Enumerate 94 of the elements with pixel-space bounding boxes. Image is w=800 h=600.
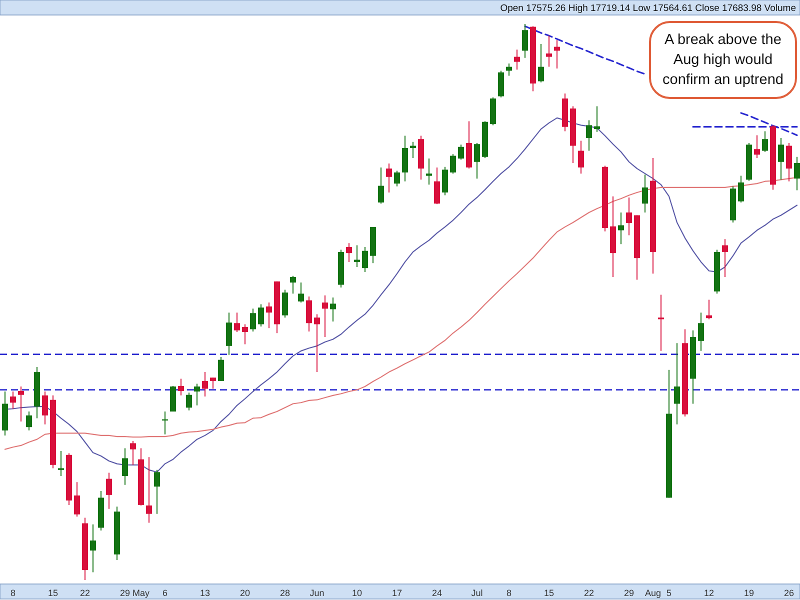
x-tick-label: Aug bbox=[644, 588, 662, 598]
candlestick bbox=[154, 469, 160, 514]
x-tick-label: 12 bbox=[704, 588, 714, 598]
candlestick bbox=[266, 302, 272, 329]
candlestick bbox=[626, 196, 632, 236]
candlestick bbox=[26, 411, 32, 431]
candlestick bbox=[506, 62, 512, 76]
candlestick bbox=[642, 174, 648, 213]
x-tick-label: 17 bbox=[392, 588, 402, 598]
candlestick bbox=[538, 44, 544, 83]
candlestick bbox=[794, 156, 800, 191]
speech-bubble: A break above the Aug high would confirm an uptrend bbox=[649, 21, 797, 99]
candlestick bbox=[394, 170, 400, 187]
candlestick bbox=[42, 391, 48, 425]
candlestick bbox=[706, 299, 712, 320]
x-tick-label: 13 bbox=[200, 588, 210, 598]
candlestick bbox=[378, 166, 384, 204]
x-tick-label: Jul bbox=[471, 588, 483, 598]
candlestick bbox=[250, 308, 256, 332]
x-tick-label: 10 bbox=[352, 588, 362, 598]
candlestick bbox=[130, 440, 136, 466]
candlestick bbox=[58, 450, 64, 477]
candlestick bbox=[218, 356, 224, 382]
x-tick-label: 24 bbox=[432, 588, 442, 598]
candlestick bbox=[10, 391, 16, 410]
candlestick bbox=[202, 372, 208, 398]
candlestick bbox=[498, 70, 504, 98]
candlestick bbox=[674, 342, 680, 425]
candlestick bbox=[258, 304, 264, 327]
candlestick bbox=[738, 175, 744, 203]
x-tick-label: May bbox=[132, 588, 150, 598]
candlestick bbox=[578, 140, 584, 174]
candlestick bbox=[514, 49, 520, 70]
x-tick-label: 8 bbox=[506, 588, 512, 598]
candlestick bbox=[618, 212, 624, 245]
x-tick-label: Jun bbox=[310, 588, 324, 598]
candlestick bbox=[330, 297, 336, 322]
x-tick-label: 22 bbox=[584, 588, 594, 598]
candlestick bbox=[314, 314, 320, 373]
candlestick bbox=[386, 163, 392, 193]
candlestick bbox=[434, 166, 440, 205]
candlestick bbox=[346, 242, 352, 262]
candlestick bbox=[194, 383, 200, 406]
candlestick bbox=[242, 324, 248, 345]
candlestick bbox=[282, 289, 288, 318]
x-tick-label: 20 bbox=[240, 588, 250, 598]
candlestick bbox=[658, 294, 664, 352]
candlestick bbox=[186, 392, 192, 411]
candlestick bbox=[450, 154, 456, 174]
x-tick-label: 8 bbox=[10, 588, 16, 598]
candlestick bbox=[522, 24, 528, 58]
x-tick-label: 15 bbox=[48, 588, 58, 598]
x-tick-label: 22 bbox=[80, 588, 90, 598]
candlestick bbox=[594, 106, 600, 132]
text: Open 17575.26 High 17719.14 Low 17564.61 Close 17683.98 Volume bbox=[500, 3, 796, 14]
x-tick-label: 29 bbox=[120, 588, 130, 598]
x-tick-label: 5 bbox=[666, 588, 672, 598]
candlestick bbox=[474, 142, 480, 180]
x-tick-label: 28 bbox=[280, 588, 290, 598]
candlestick bbox=[786, 142, 792, 182]
candlestick bbox=[778, 137, 784, 180]
candlestick bbox=[546, 35, 552, 68]
x-tick-label: 15 bbox=[544, 588, 554, 598]
candlestick bbox=[226, 312, 232, 356]
candlestick bbox=[458, 144, 464, 160]
candlestick bbox=[234, 312, 240, 333]
annotation: A break above the Aug high would confirm an uptrend bbox=[662, 32, 784, 88]
candlestick bbox=[146, 456, 152, 524]
candlestick bbox=[426, 158, 432, 186]
x-tick-label: 29 bbox=[624, 588, 634, 598]
candlestick bbox=[90, 524, 96, 573]
candlestick bbox=[410, 141, 416, 158]
candlestick bbox=[122, 448, 128, 486]
candlestick bbox=[178, 378, 184, 396]
candlestick bbox=[586, 120, 592, 152]
x-tick-label: 6 bbox=[162, 588, 168, 598]
candlestick bbox=[442, 166, 448, 196]
candlestick bbox=[106, 472, 112, 510]
candlestick bbox=[74, 482, 80, 518]
candlestick bbox=[322, 294, 328, 338]
x-tick-label: 26 bbox=[784, 588, 794, 598]
candlestick bbox=[298, 282, 304, 304]
candlestick bbox=[722, 238, 728, 278]
candlestick bbox=[762, 130, 768, 152]
candlestick bbox=[698, 312, 704, 352]
candlestick bbox=[306, 296, 312, 332]
candlestick bbox=[754, 134, 760, 158]
candlestick bbox=[362, 246, 368, 272]
candlestick bbox=[554, 40, 560, 69]
candlestick bbox=[290, 275, 296, 294]
candlestick bbox=[18, 386, 24, 422]
candlestick bbox=[354, 244, 360, 268]
candlestick bbox=[210, 377, 216, 390]
x-tick-label: 19 bbox=[744, 588, 754, 598]
